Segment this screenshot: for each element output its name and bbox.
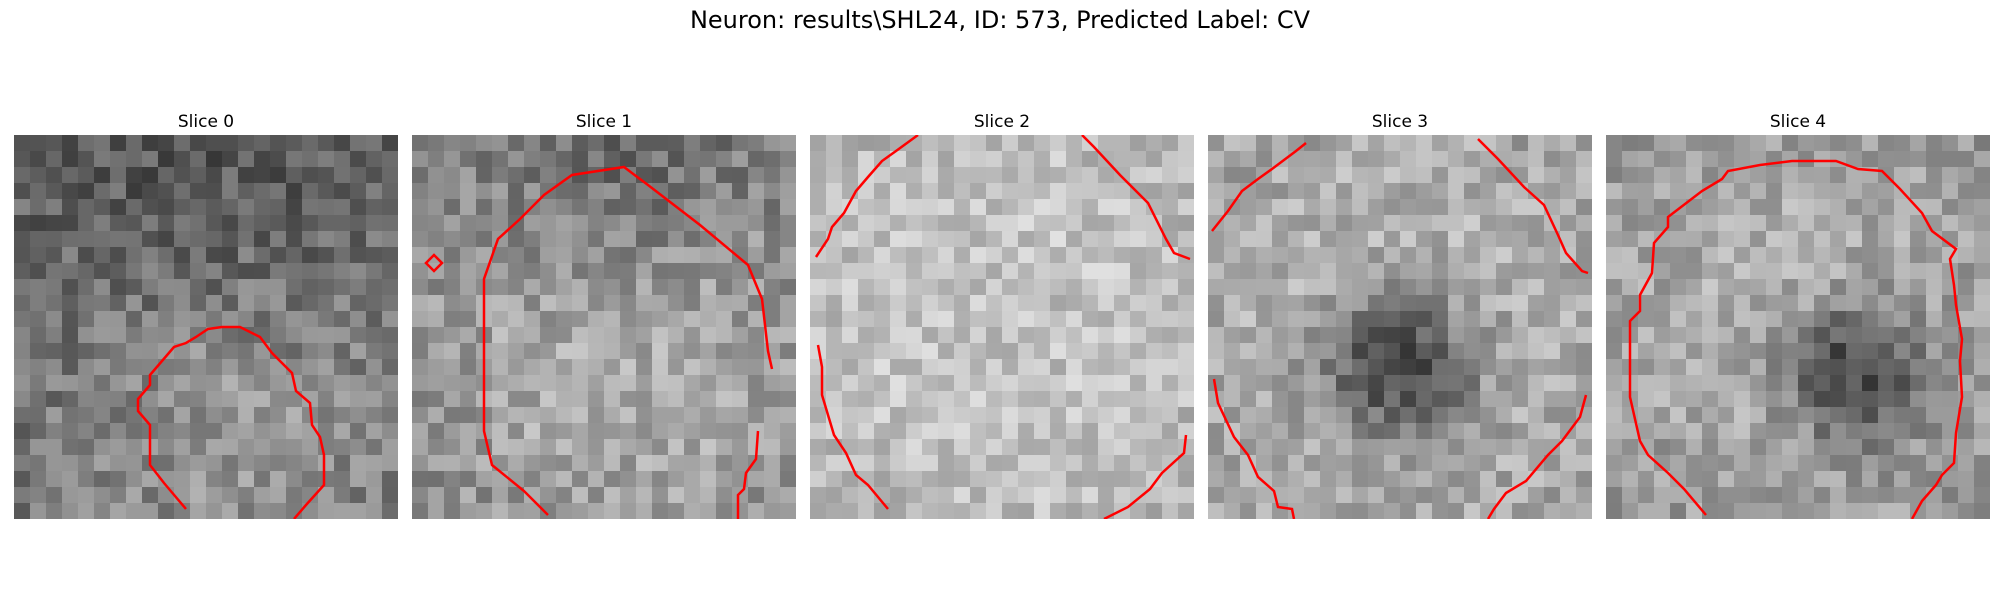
contour-outline <box>1211 138 1589 519</box>
grayscale-pixels <box>412 135 796 519</box>
grayscale-pixels <box>1606 135 1990 519</box>
slice-title: Slice 2 <box>973 112 1031 132</box>
slice-image-0 <box>14 135 398 519</box>
slice-panel-1: Slice 1 <box>412 110 796 519</box>
slice-panel-4: Slice 4 <box>1606 110 1990 519</box>
contour-outline <box>136 325 326 519</box>
slice-image-4 <box>1606 135 1990 519</box>
slice-title: Slice 3 <box>1371 112 1429 132</box>
slice-panel-3: Slice 3 <box>1208 110 1592 519</box>
slice-image-1 <box>412 135 796 519</box>
slice-image-2 <box>810 135 1194 519</box>
grayscale-pixels <box>810 135 1194 519</box>
contour-outline <box>424 165 774 519</box>
slice-panel-0: Slice 0 <box>14 110 398 519</box>
grayscale-pixels <box>14 135 398 519</box>
slice-panel-2: Slice 2 <box>810 110 1194 519</box>
figure-title: Neuron: results\SHL24, ID: 573, Predicte… <box>689 6 1311 34</box>
slice-title: Slice 4 <box>1769 112 1827 132</box>
slice-image-3 <box>1208 135 1592 519</box>
contour-outline <box>1628 159 1964 519</box>
slice-title: Slice 1 <box>575 112 633 132</box>
contour-outline <box>814 135 1191 519</box>
slice-title: Slice 0 <box>177 112 235 132</box>
grayscale-pixels <box>1208 135 1592 519</box>
